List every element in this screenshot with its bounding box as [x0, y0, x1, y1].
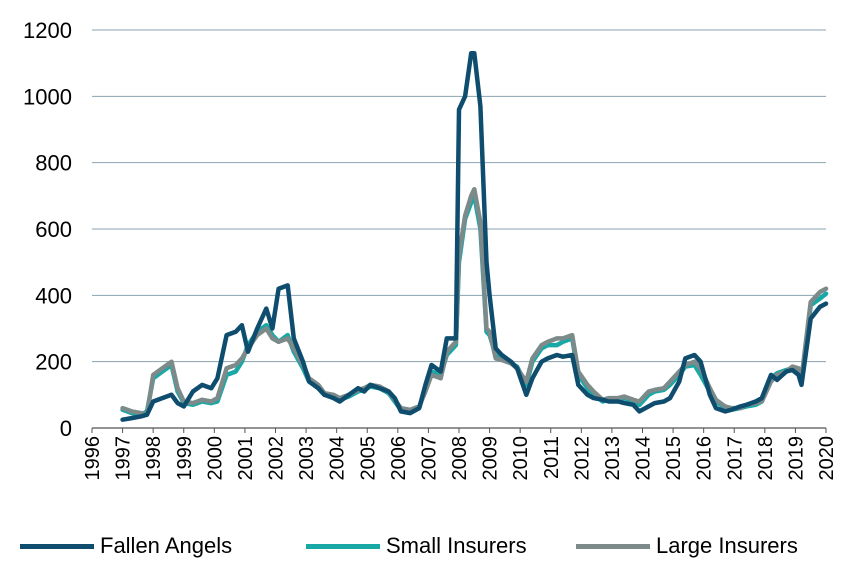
x-tick-label-2000: 2000: [204, 436, 226, 481]
legend: Fallen Angels Small Insurers Large Insur…: [0, 528, 850, 564]
x-tick-label-2013: 2013: [602, 436, 624, 481]
y-tick-label-800: 800: [35, 151, 72, 176]
x-tick-label-2011: 2011: [541, 436, 563, 479]
x-tick-label-2008: 2008: [449, 436, 471, 481]
x-tick-label-2010: 2010: [510, 436, 532, 481]
y-tick-label-400: 400: [35, 283, 72, 308]
series-line-large-insurers: [120, 186, 829, 417]
x-tick-label-2006: 2006: [388, 436, 410, 481]
legend-item-fallen-angels: Fallen Angels: [20, 528, 232, 564]
x-tick-label-1997: 1997: [113, 436, 135, 481]
x-tick-label-2018: 2018: [755, 436, 777, 481]
x-tick-label-2015: 2015: [663, 436, 685, 481]
x-tick-label-2007: 2007: [418, 436, 440, 481]
legend-label-fallen-angels: Fallen Angels: [100, 533, 233, 558]
y-tick-label-1200: 1200: [23, 18, 72, 43]
legend-swatch-fallen-angels: [20, 543, 94, 549]
legend-label-small-insurers: Small Insurers: [386, 533, 527, 558]
line-chart: 0 200 400 600 800 1000 1200 1996 1997 1998 1999 20…: [23, 18, 838, 481]
x-tick-label-2017: 2017: [724, 436, 746, 481]
legend-item-small-insurers: Small Insurers: [306, 528, 527, 564]
y-axis-tick-labels: 0 200 400 600 800 1000 1200: [23, 18, 72, 441]
legend-swatch-large-insurers: [576, 543, 650, 549]
x-tick-label-2020: 2020: [816, 436, 838, 481]
x-axis: [91, 427, 827, 433]
x-tick-label-2002: 2002: [266, 436, 288, 481]
series-line-fallen-angels: [120, 50, 829, 422]
x-tick-label-2001: 2001: [235, 436, 257, 481]
x-tick-label-1996: 1996: [82, 436, 104, 481]
series-lines: [120, 50, 829, 422]
y-tick-label-0: 0: [60, 416, 72, 441]
y-tick-label-1000: 1000: [23, 84, 72, 109]
x-tick-label-2019: 2019: [785, 436, 807, 481]
y-tick-label-200: 200: [35, 350, 72, 375]
x-tick-label-2009: 2009: [480, 436, 502, 481]
x-tick-label-2014: 2014: [633, 436, 655, 481]
x-tick-label-2016: 2016: [694, 436, 716, 481]
y-tick-label-600: 600: [35, 217, 72, 242]
x-tick-label-1999: 1999: [174, 436, 196, 481]
x-axis-tick-labels: 1996 1997 1998 1999 2000 2001 2002 2003 2004 2005…: [82, 436, 838, 481]
x-tick-label-2003: 2003: [296, 436, 318, 481]
x-tick-label-2004: 2004: [327, 436, 349, 481]
x-tick-label-1998: 1998: [143, 436, 165, 481]
x-tick-label-2012: 2012: [571, 436, 593, 481]
legend-label-large-insurers: Large Insurers: [656, 533, 798, 558]
legend-swatch-small-insurers: [306, 543, 380, 549]
legend-item-large-insurers: Large Insurers: [576, 528, 798, 564]
x-tick-label-2005: 2005: [357, 436, 379, 481]
